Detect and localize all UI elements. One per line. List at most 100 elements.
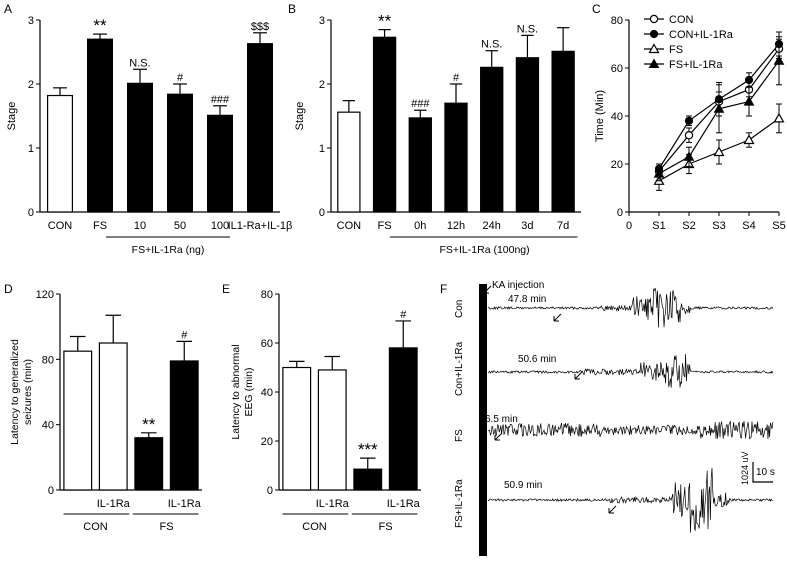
marker-filled-triangle [773,55,785,65]
panel-letter-f: F [440,282,447,296]
eeg-label-fs-il1ra: FS+IL-1Ra [454,479,465,528]
y-tick-label: 120 [36,289,54,301]
bar [167,93,194,213]
y-tick-label: 40 [261,387,273,399]
x-tick-label: CON [48,220,73,232]
onset-arrow-con [553,313,562,322]
ka-injection-label: KA injection [492,280,544,291]
group-label-fs: FS [378,521,392,533]
y-tick-label: 3 [319,15,325,27]
y-axis-label: Time (Min) [594,90,606,142]
significance-label: $$$ [251,21,269,33]
bar [247,43,274,213]
y-tick-label: 0 [267,485,273,497]
panel-letter-d: D [4,282,13,296]
eeg-time-fs: 6.5 min [485,414,518,425]
x-tick-label: 3d [521,220,533,232]
x-tick-label: 24h [483,220,501,232]
panel-letter-a: A [4,2,12,16]
scale-label-time: 10 s [756,467,775,478]
y-axis-label: EEG (min) [243,367,255,416]
x-tick-label: IL-1Ra [387,498,421,510]
legend-label: FS [669,44,683,56]
significance-label: # [453,72,460,84]
marker-open-triangle [713,146,725,157]
onset-arrow-fs-il1ra [608,505,617,514]
marker-filled-circle [649,29,659,39]
significance-label: ### [211,94,230,106]
y-tick-label: 2 [28,79,34,91]
significance-label: ** [378,12,392,31]
panel-d-chart: 0 40 80 120 Latency to generalized seizures (… [9,289,202,533]
marker-filled-circle [684,116,694,125]
ka-injection-bar [479,284,487,556]
bar [86,38,113,213]
bar [134,437,164,491]
significance-label: ** [93,16,107,35]
eeg-trace-fs-il1ra [487,467,773,533]
x-tick-label: 0 [626,220,632,232]
x-tick-label: S1 [652,220,665,232]
legend-label: FS+IL-1Ra [669,59,723,71]
y-tick-label: 1 [319,143,325,155]
x-tick-label: 10 [134,220,146,232]
y-axis-label: seizures (min) [22,359,34,425]
group-label-fs: FS [159,521,173,533]
group-label: FS+IL-1Ra (100ng) [439,244,529,256]
marker-filled-triangle [648,58,660,68]
significance-label: # [400,309,407,321]
eeg-time-con: 47.8 min [508,294,546,305]
eeg-trace-fs [487,420,774,440]
marker-filled-circle [744,75,754,85]
x-tick-label: S2 [682,220,695,232]
panel-f-eeg: KA injection Con Con+IL-1Ra FS FS+IL-1Ra… [454,280,775,556]
x-tick-label: CON [337,220,362,232]
onset-arrow-con-il1ra [574,371,583,380]
marker-filled-triangle [713,103,725,113]
y-axis-label: Latency to abnormal [230,344,242,439]
bar [98,342,128,491]
bar [317,369,347,491]
bar [444,102,468,213]
significance-label: N.S. [517,23,538,35]
significance-label: ** [142,415,156,434]
y-tick-label: 0 [48,485,54,497]
y-tick-label: 0 [617,207,623,219]
x-tick-label: FS [378,220,392,232]
x-tick-label: IL1-Ra+IL-1β [228,220,293,232]
scale-bar [752,462,773,483]
eeg-time-con-il1ra: 50.6 min [518,354,556,365]
panel-b-chart: 0 1 2 3 Stage CON ** FS ### 0h #12h N.S. 24h N.S. 3d 7d… [294,12,581,256]
bar [169,360,199,491]
group-label-con: CON [302,521,327,533]
y-tick-label: 0 [28,207,34,219]
x-tick-label: 50 [174,220,186,232]
bar [515,57,540,213]
y-axis-label: Latency to generalized [9,339,21,445]
panel-c-chart: 0 20 40 60 80 Time (Min) 0 S1 S2 S3 S4 S5 CON CON+IL-… [594,14,786,232]
marker-open-circle [649,14,659,24]
legend-label: CON [669,14,694,26]
y-tick-label: 60 [611,63,623,75]
bar [46,94,73,213]
y-tick-label: 20 [611,159,623,171]
bar [408,117,432,213]
panel-a-chart: 0 1 2 3 Stage CON ** FS N.S. 10 #50 ### 100 $$$ IL1-Ra… [6,15,292,256]
significance-label: # [177,72,184,84]
bar [207,114,234,213]
significance-label: # [181,329,188,341]
x-tick-label: S5 [772,220,785,232]
y-tick-label: 40 [611,111,623,123]
y-tick-label: 80 [42,354,54,366]
eeg-trace-con-il1ra [487,353,774,388]
panel-letter-b: B [288,2,296,16]
group-label: FS+IL-1Ra (ng) [132,244,205,256]
scale-label-voltage: 1024 uV [740,451,750,485]
bar [282,366,312,491]
eeg-trace-con [487,287,774,328]
bar [551,50,575,213]
panel-letter-e: E [222,282,230,296]
y-tick-label: 60 [261,338,273,350]
marker-filled-triangle [743,96,755,106]
